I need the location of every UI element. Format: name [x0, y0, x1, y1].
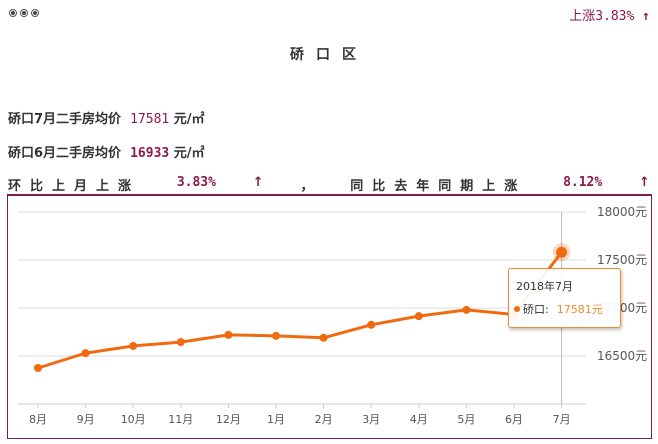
- dot-icon: [9, 9, 17, 17]
- x-tick-label: 4月: [410, 413, 428, 426]
- current-price-label: 硚口7月二手房均价: [8, 112, 126, 127]
- chart-tooltip: 2018年7月 硚口: 17581元: [508, 268, 621, 328]
- page-title: 硚口区: [290, 47, 368, 63]
- current-price-value: 17581: [130, 112, 170, 127]
- x-tick-label: 11月: [168, 413, 193, 426]
- data-point[interactable]: [272, 331, 280, 340]
- series-dot-icon: [514, 306, 520, 312]
- previous-price-label: 硚口6月二手房均价: [8, 146, 126, 161]
- series-line: [37, 251, 563, 370]
- up-arrow-icon: ↑: [642, 9, 650, 24]
- mom-value: 3.83%: [176, 175, 216, 190]
- change-label: 上涨3.83%: [569, 9, 643, 24]
- yoy-label: 同比去年同期上涨: [350, 179, 527, 194]
- x-tick-label: 10月: [121, 413, 146, 426]
- x-tick-label: 1月: [267, 413, 285, 426]
- yoy-value: 8.12%: [563, 175, 603, 190]
- previous-price-unit: 元/㎡: [169, 146, 205, 161]
- data-point[interactable]: [462, 305, 471, 314]
- dot-icon: [20, 9, 28, 17]
- change-summary-row: 环比上月上涨 3.83% ↑ ， 同比去年同期上涨 8.12% ↑: [8, 175, 650, 194]
- data-point[interactable]: [414, 312, 423, 321]
- y-tick-label: 16500元: [597, 349, 647, 363]
- x-tick-label: 9月: [77, 413, 95, 426]
- tooltip-row: 硚口: 17581元: [514, 301, 603, 317]
- data-point[interactable]: [81, 349, 90, 358]
- tooltip-series-name: 硚口:: [523, 303, 549, 316]
- menu-dots-icon[interactable]: [9, 9, 39, 17]
- x-tick-label: 5月: [457, 413, 475, 426]
- y-tick-label: 18000元: [597, 205, 647, 219]
- x-tick-label: 7月: [553, 413, 571, 426]
- previous-price-value: 16933: [130, 146, 170, 161]
- separator: ，: [300, 179, 314, 194]
- previous-price-row: 硚口6月二手房均价 16933 元/㎡: [8, 142, 205, 161]
- chart-frame: [7, 194, 652, 439]
- tooltip-value: 17581元: [556, 303, 603, 316]
- x-tick-label: 6月: [505, 413, 523, 426]
- current-price-unit: 元/㎡: [169, 112, 205, 127]
- x-tick-label: 3月: [362, 413, 380, 426]
- x-tick-label: 8月: [29, 413, 47, 426]
- data-point[interactable]: [129, 341, 138, 350]
- header-change: 上涨3.83% ↑: [569, 5, 650, 24]
- up-arrow-icon: ↑: [639, 175, 650, 190]
- data-point[interactable]: [224, 330, 233, 339]
- data-point[interactable]: [319, 333, 328, 342]
- data-point[interactable]: [34, 364, 42, 372]
- tooltip-title: 2018年7月: [516, 280, 573, 293]
- x-tick-label: 2月: [315, 413, 333, 426]
- data-point[interactable]: [556, 246, 568, 258]
- dot-icon: [31, 9, 39, 17]
- y-tick-label: 17500元: [597, 253, 647, 267]
- up-arrow-icon: ↑: [252, 175, 264, 190]
- data-point[interactable]: [176, 338, 185, 347]
- data-point[interactable]: [367, 320, 376, 329]
- current-price-row: 硚口7月二手房均价 17581 元/㎡: [8, 108, 205, 127]
- x-tick-label: 12月: [216, 413, 241, 426]
- mom-label: 环比上月上涨: [8, 179, 141, 194]
